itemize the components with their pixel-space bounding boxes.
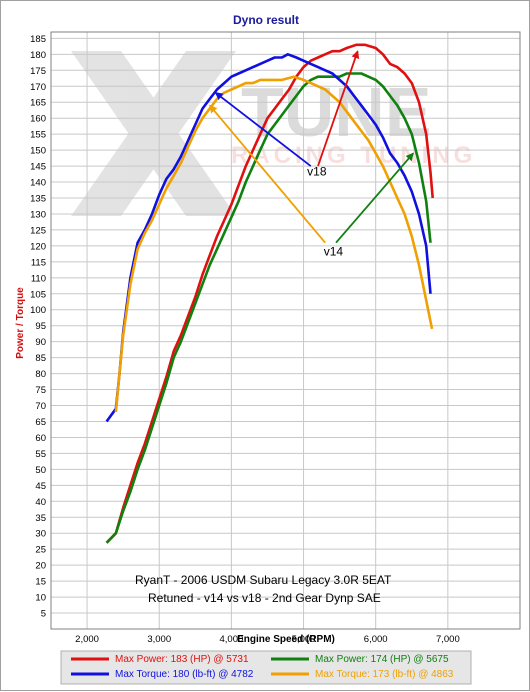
x-axis-label: Engine Speed (RPM): [237, 634, 335, 645]
watermark-sub-text: RACING TUNING: [231, 142, 476, 169]
y-tick-label: 170: [30, 82, 46, 93]
watermark: TUNE RACING TUNING: [71, 51, 476, 216]
caption-line-2: Retuned - v14 vs v18 - 2nd Gear Dynp SAE: [148, 591, 381, 605]
y-tick-label: 105: [30, 289, 46, 300]
y-tick-label: 85: [35, 353, 46, 364]
x-tick-label: 3,000: [147, 634, 171, 645]
series-line-1: [105, 43, 434, 544]
y-tick-label: 120: [30, 241, 46, 252]
y-tick-label: 100: [30, 305, 46, 316]
annotation-label: v14: [324, 244, 344, 258]
series-line-2: [105, 72, 432, 544]
annotation-arrow: [317, 50, 360, 167]
y-tick-label: 60: [35, 433, 46, 444]
y-tick-label: 140: [30, 178, 46, 189]
y-tick-label: 180: [30, 50, 46, 61]
plot-border: [50, 31, 521, 630]
legend: Max Power: 183 (HP) @ 5731 Max Power: 174…: [60, 650, 472, 685]
annotation-label: v18: [307, 165, 327, 179]
y-tick-label: 45: [35, 481, 46, 492]
annotation-arrow: [209, 104, 326, 244]
legend-label-1: Max Power: 183 (HP) @ 5731: [115, 654, 249, 665]
y-tick-label: 135: [30, 194, 46, 205]
x-tick-labels: 2,000 3,000 4,000 5,000 6,000 7,000: [75, 634, 460, 645]
legend-label-3: Max Torque: 180 (lb-ft) @ 4782: [115, 669, 254, 680]
y-tick-label: 5: [41, 609, 46, 620]
x-tick-label: 7,000: [436, 634, 460, 645]
y-tick-label: 80: [35, 369, 46, 380]
y-tick-label: 165: [30, 98, 46, 109]
y-tick-label: 40: [35, 497, 46, 508]
series-line-3: [105, 53, 432, 423]
y-tick-labels: 5 10 15 20 25 30 35 40 45 50 55 60 65 70 75 80 85 90 95 100…: [30, 34, 46, 620]
x-tick-label: 6,000: [364, 634, 388, 645]
x-tick-label: 2,000: [75, 634, 99, 645]
y-axis-label: Power / Torque: [15, 287, 26, 359]
y-tick-label: 155: [30, 130, 46, 141]
annotations: v18 v14: [209, 50, 414, 258]
x-tick-label: 4,000: [219, 634, 243, 645]
y-tick-label: 50: [35, 465, 46, 476]
y-tick-label: 150: [30, 146, 46, 157]
y-tick-label: 20: [35, 561, 46, 572]
y-tick-label: 65: [35, 417, 46, 428]
y-tick-label: 70: [35, 401, 46, 412]
y-tick-label: 160: [30, 114, 46, 125]
y-tick-label: 145: [30, 162, 46, 173]
y-tick-label: 30: [35, 529, 46, 540]
annotation-arrow: [214, 91, 312, 167]
series-lines: [105, 43, 434, 544]
y-tick-label: 25: [35, 545, 46, 556]
y-tick-label: 15: [35, 577, 46, 588]
y-tick-label: 185: [30, 34, 46, 45]
legend-label-2: Max Power: 174 (HP) @ 5675: [315, 654, 449, 665]
x-tick-label: 5,000: [292, 634, 316, 645]
series-line-4: [114, 75, 434, 413]
y-tick-label: 115: [31, 257, 46, 268]
y-tick-label: 110: [31, 273, 46, 284]
y-tick-label: 175: [30, 66, 46, 77]
watermark-x-logo: [71, 51, 236, 216]
y-tick-label: 75: [35, 385, 46, 396]
caption-line-1: RyanT - 2006 USDM Subaru Legacy 3.0R 5EA…: [135, 573, 392, 587]
y-tick-label: 95: [35, 321, 46, 332]
y-tick-label: 55: [35, 449, 46, 460]
y-tick-label: 10: [35, 593, 46, 604]
legend-box: [60, 650, 472, 685]
annotation-arrow: [335, 152, 414, 244]
chart-title: Dyno result: [233, 13, 299, 27]
legend-label-4: Max Torque: 173 (lb-ft) @ 4863: [315, 669, 454, 680]
y-tick-label: 35: [35, 513, 46, 524]
y-tick-label: 90: [35, 337, 46, 348]
y-tick-label: 125: [30, 225, 46, 236]
y-tick-label: 130: [30, 209, 46, 220]
